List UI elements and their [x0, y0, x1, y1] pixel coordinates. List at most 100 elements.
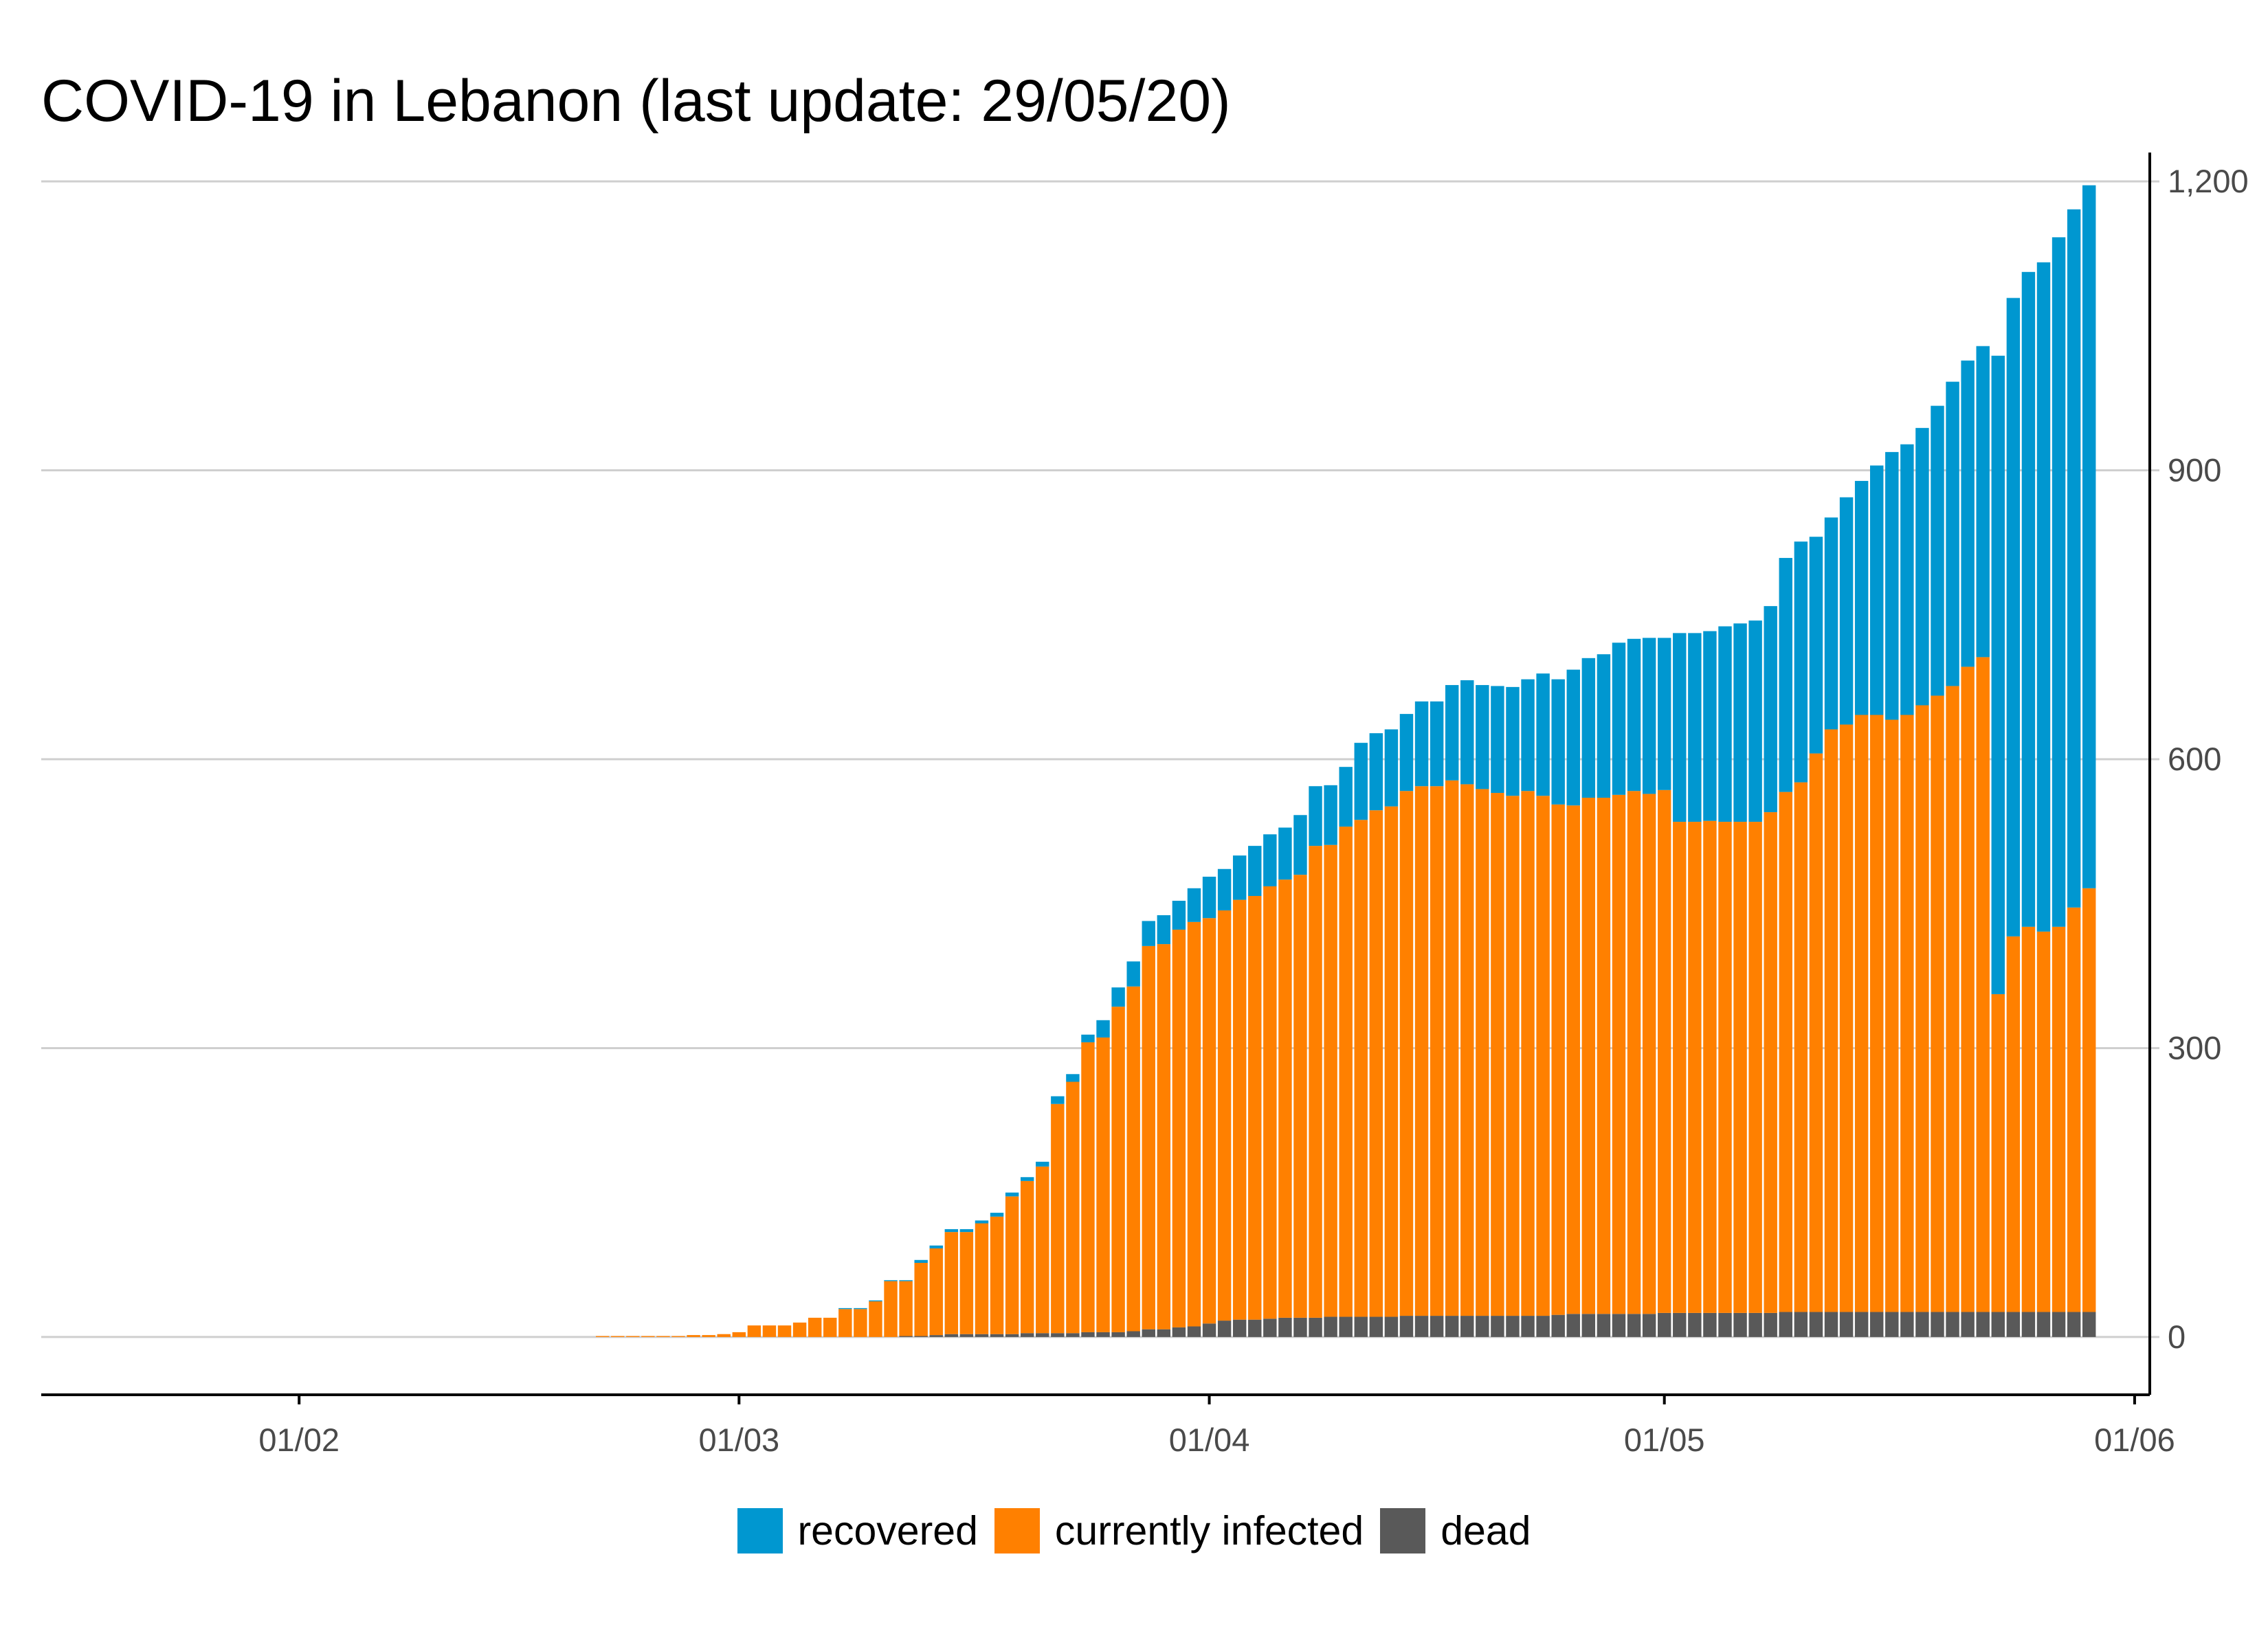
bar-dead	[1673, 1312, 1687, 1337]
bar-dead	[1232, 1319, 1247, 1337]
bar-currently-infected	[1642, 794, 1656, 1314]
bar-currently-infected	[1263, 886, 1277, 1319]
bar-currently-infected	[959, 1232, 974, 1334]
bar-currently-infected	[777, 1325, 792, 1337]
bar-dead	[1399, 1316, 1414, 1337]
bar-recovered	[1384, 729, 1399, 807]
bar-currently-infected	[1172, 930, 1186, 1327]
bar-currently-infected	[1581, 798, 1596, 1314]
bar-currently-infected	[1521, 791, 1535, 1316]
bar-dead	[1263, 1319, 1277, 1337]
bar-currently-infected	[929, 1248, 943, 1336]
bar-recovered	[1445, 685, 1459, 781]
bar-dead	[1854, 1312, 1869, 1337]
y-tick-label: 600	[2168, 741, 2221, 777]
bar-recovered	[1673, 633, 1687, 822]
bar-currently-infected	[1931, 695, 1944, 1312]
bar-currently-infected	[1081, 1042, 1095, 1332]
bar-currently-infected	[1142, 945, 1155, 1330]
bar-dead	[1506, 1316, 1520, 1337]
bar-dead	[1612, 1314, 1626, 1337]
bar-dead	[1688, 1312, 1702, 1337]
bar-currently-infected	[611, 1336, 625, 1337]
bar-dead	[2052, 1312, 2066, 1337]
bar-dead	[2036, 1312, 2051, 1337]
bar-currently-infected	[1915, 705, 1929, 1312]
bar-recovered	[1476, 685, 1489, 789]
bar-recovered	[899, 1280, 913, 1281]
bar-currently-infected	[1202, 918, 1216, 1324]
bar-currently-infected	[1612, 794, 1626, 1314]
bar-recovered	[1551, 679, 1565, 805]
bar-dead	[1066, 1333, 1080, 1337]
bar-recovered	[884, 1280, 898, 1281]
bar-recovered	[1869, 465, 1884, 715]
bar-dead	[1142, 1329, 1155, 1337]
bar-currently-infected	[1476, 789, 1489, 1316]
bar-recovered	[1066, 1074, 1080, 1082]
bar-recovered	[1157, 915, 1171, 945]
bar-recovered	[2006, 298, 2021, 936]
bar-dead	[959, 1334, 974, 1337]
bar-dead	[1111, 1332, 1125, 1337]
bar-currently-infected	[884, 1281, 898, 1337]
bar-recovered	[1430, 701, 1444, 787]
legend-swatch	[737, 1508, 783, 1553]
bar-currently-infected	[2036, 931, 2051, 1312]
bar-recovered	[1369, 733, 1383, 811]
bar-dead	[1597, 1314, 1611, 1337]
bar-dead	[1445, 1316, 1459, 1337]
bar-currently-infected	[1248, 895, 1262, 1320]
bar-dead	[1946, 1312, 1959, 1337]
bar-dead	[1976, 1312, 1990, 1337]
bar-currently-infected	[1718, 822, 1732, 1313]
bar-recovered	[959, 1229, 974, 1233]
bar-currently-infected	[1051, 1103, 1065, 1334]
bar-dead	[1885, 1312, 1899, 1337]
bar-currently-infected	[823, 1317, 837, 1337]
bar-currently-infected	[1005, 1196, 1019, 1334]
bar-dead	[1915, 1312, 1929, 1337]
bar-dead	[1991, 1312, 2005, 1337]
bar-recovered	[1051, 1096, 1065, 1104]
bar-recovered	[1900, 444, 1914, 715]
bar-recovered	[1081, 1034, 1095, 1043]
bar-dead	[1536, 1316, 1550, 1337]
legend-swatch	[1380, 1508, 1426, 1553]
x-tick-label: 01/04	[1169, 1422, 1250, 1458]
bar-recovered	[1005, 1192, 1019, 1197]
bar-currently-infected	[854, 1309, 867, 1337]
bar-recovered	[1036, 1161, 1049, 1167]
bar-recovered	[1597, 654, 1611, 798]
bar-recovered	[1854, 480, 1869, 715]
bar-recovered	[1915, 427, 1929, 706]
bar-dead	[1324, 1316, 1337, 1337]
bar-dead	[1202, 1323, 1216, 1337]
bar-currently-infected	[762, 1325, 777, 1337]
bar-dead	[1566, 1314, 1580, 1337]
bar-recovered	[1217, 868, 1232, 911]
bar-recovered	[1688, 633, 1702, 822]
bar-dead	[1718, 1312, 1732, 1337]
bar-currently-infected	[1278, 879, 1292, 1318]
bar-recovered	[1794, 541, 1808, 783]
bar-recovered	[975, 1220, 989, 1224]
bar-recovered	[1293, 815, 1307, 875]
bar-recovered	[854, 1308, 867, 1310]
bar-recovered	[929, 1245, 943, 1248]
bar-currently-infected	[1339, 827, 1353, 1317]
bar-recovered	[1506, 686, 1520, 796]
y-tick-label: 1,200	[2168, 163, 2249, 199]
bar-dead	[1414, 1316, 1429, 1337]
bar-dead	[1020, 1333, 1034, 1337]
bar-recovered	[1809, 537, 1823, 754]
bar-recovered	[1748, 620, 1762, 822]
bar-recovered	[1202, 876, 1216, 919]
bar-currently-infected	[1066, 1081, 1080, 1334]
x-tick-label: 01/02	[258, 1422, 340, 1458]
bar-recovered	[1339, 767, 1353, 827]
chart-title: COVID-19 in Lebanon (last update: 29/05/…	[41, 68, 1231, 134]
bar-recovered	[1779, 558, 1792, 792]
bar-recovered	[990, 1213, 1004, 1217]
